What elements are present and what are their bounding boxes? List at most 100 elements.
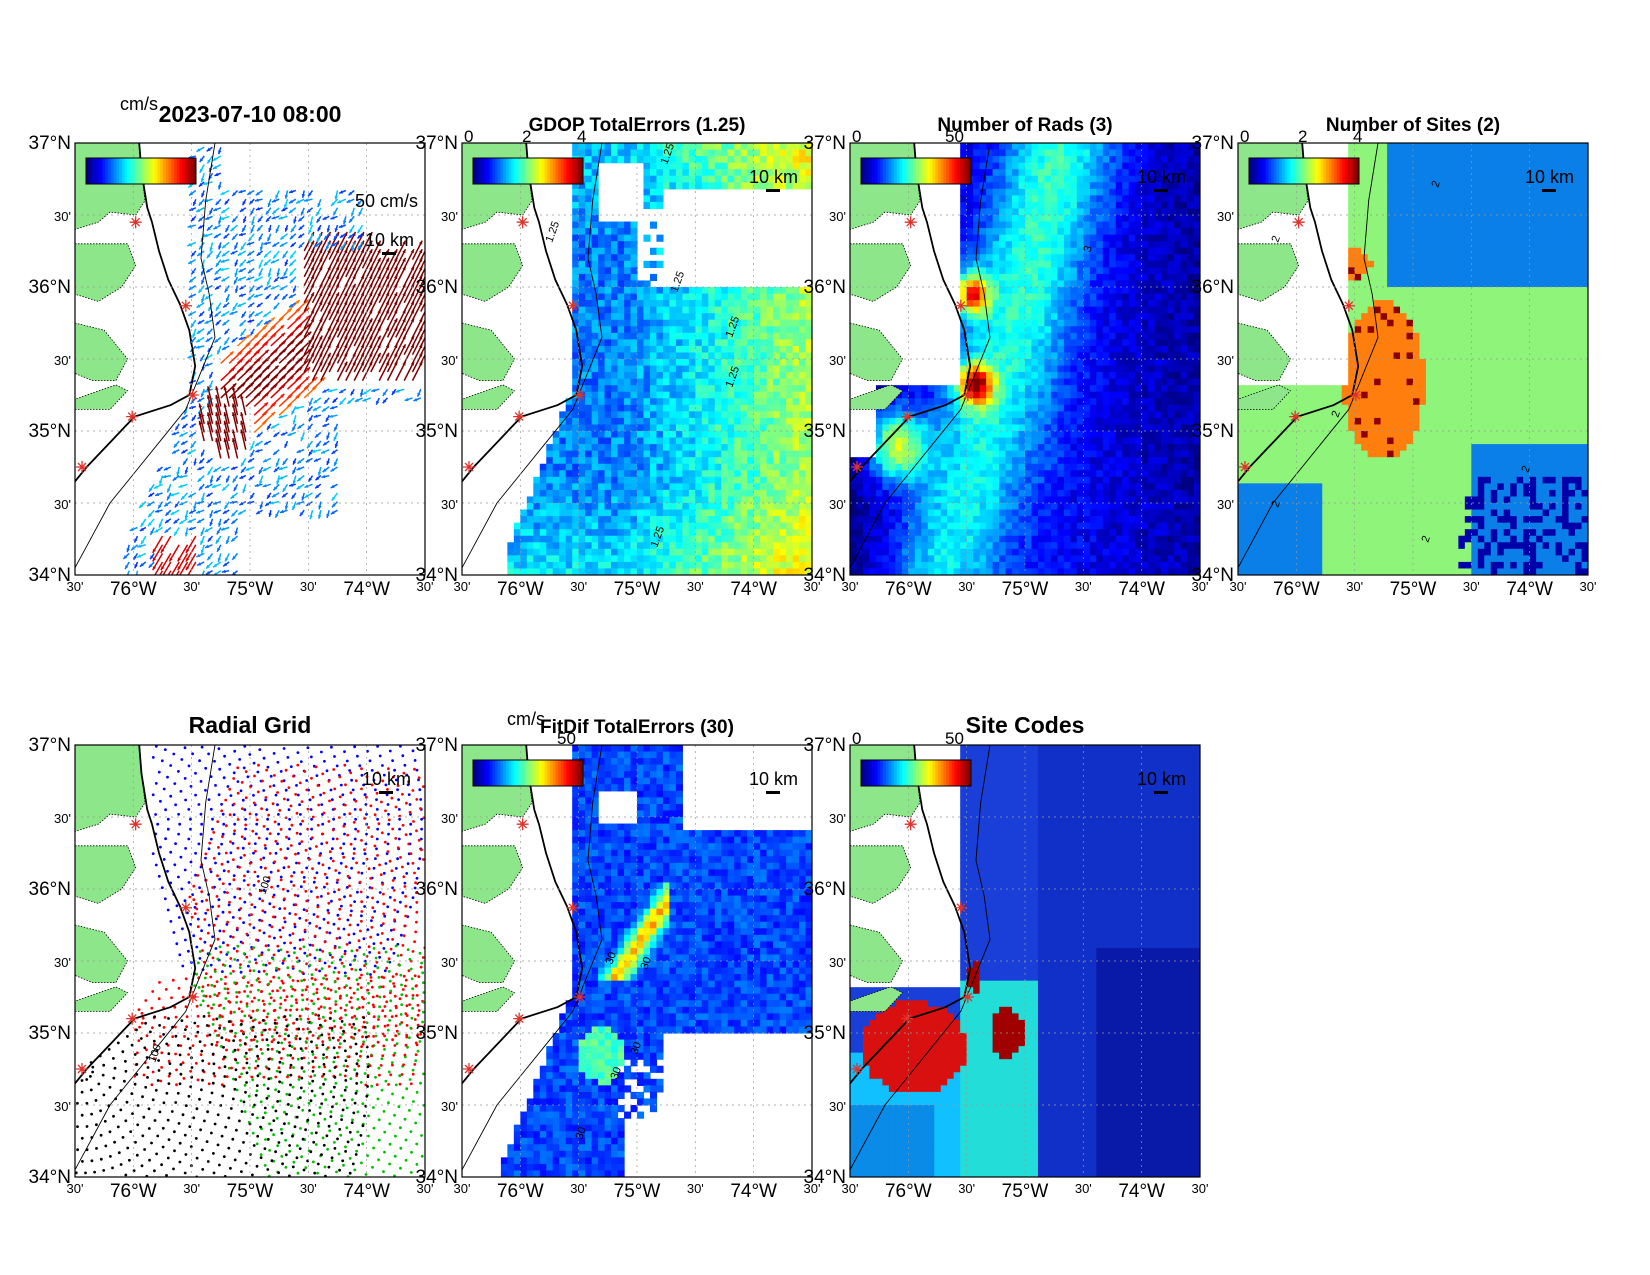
- vector-head: [234, 280, 238, 285]
- grid-cell: [526, 529, 534, 537]
- grid-cell: [637, 149, 645, 157]
- grid-cell: [572, 201, 580, 210]
- vector-head: [206, 459, 211, 463]
- vector-head: [296, 467, 301, 471]
- vector-head: [199, 312, 203, 317]
- vector-head: [256, 207, 260, 211]
- grid-cell: [966, 332, 974, 340]
- vector-head: [224, 340, 228, 345]
- grid-cell: [875, 522, 884, 530]
- grid-cell: [773, 398, 781, 406]
- grid-cell: [585, 332, 593, 340]
- grid-cell: [708, 156, 716, 164]
- grid-cell: [617, 332, 625, 340]
- grid-cell: [695, 516, 703, 524]
- grid-cell: [992, 188, 1000, 196]
- grid-cell: [786, 143, 794, 151]
- grid-cell: [740, 489, 748, 498]
- grid-cell: [973, 143, 981, 151]
- grid-cell: [973, 313, 981, 321]
- grid-cell: [578, 398, 586, 406]
- vector-head: [217, 557, 221, 562]
- vector-head: [207, 254, 211, 258]
- grid-cell: [624, 457, 632, 465]
- grid-cell: [888, 417, 896, 426]
- grid-cell: [682, 378, 690, 386]
- grid-cell: [747, 476, 755, 484]
- grid-cell: [766, 404, 774, 412]
- grid-cell: [624, 339, 632, 347]
- vector-head: [169, 583, 172, 587]
- grid-cell: [766, 489, 774, 498]
- grid-cell: [604, 522, 612, 530]
- grid-cell: [695, 411, 703, 419]
- grid-cell: [966, 398, 974, 406]
- vector-head: [225, 228, 229, 232]
- grid-cell: [701, 496, 709, 504]
- vector-head: [279, 286, 284, 290]
- grid-cell: [960, 293, 968, 301]
- grid-cell: [649, 568, 658, 575]
- grid-cell: [578, 234, 586, 242]
- vector-head: [197, 320, 202, 324]
- grid-cell: [649, 503, 658, 511]
- grid-cell: [773, 516, 781, 524]
- grid-cell: [753, 313, 761, 321]
- grid-cell: [637, 548, 645, 556]
- grid-cell: [927, 411, 935, 419]
- grid-cell: [966, 496, 974, 504]
- grid-cell: [979, 365, 987, 373]
- radar-site-icon: [76, 461, 88, 473]
- vector-head: [257, 227, 261, 232]
- grid-cell: [539, 463, 547, 471]
- grid-cell: [598, 149, 606, 157]
- grid-cell: [572, 247, 580, 255]
- grid-cell: [895, 509, 903, 517]
- grid-cell: [649, 391, 658, 399]
- grid-cell: [753, 306, 761, 314]
- grid-cell: [546, 535, 554, 543]
- grid-cell: [630, 287, 638, 295]
- grid-cell: [578, 431, 586, 439]
- grid-cell: [656, 313, 664, 321]
- grid-cell: [760, 345, 768, 354]
- grid-cell: [598, 156, 606, 164]
- vector-head: [259, 504, 263, 509]
- grid-cell: [708, 496, 716, 504]
- grid-cell: [662, 522, 671, 530]
- grid-cell: [649, 365, 658, 373]
- vector-head: [223, 420, 227, 425]
- grid-cell: [526, 542, 534, 550]
- grid-cell: [649, 221, 658, 229]
- grid-cell: [565, 522, 573, 530]
- colorbar: [85, 157, 197, 185]
- grid-cell: [766, 548, 774, 556]
- grid-cell: [701, 489, 709, 498]
- vector-head: [238, 189, 243, 194]
- grid-cell: [591, 280, 599, 288]
- grid-cell: [966, 247, 974, 255]
- grid-cell: [708, 182, 716, 190]
- grid-cell: [727, 162, 735, 170]
- vector-head: [189, 207, 194, 211]
- grid-cell: [979, 561, 987, 570]
- vector-head: [206, 269, 210, 273]
- grid-cell: [992, 254, 1000, 262]
- vector-head: [289, 189, 293, 194]
- vector-head: [306, 315, 310, 320]
- grid-cell: [760, 444, 768, 452]
- grid-cell: [669, 483, 677, 491]
- grid-cell: [649, 404, 658, 412]
- grid-cell: [753, 489, 761, 498]
- grid-cell: [792, 489, 800, 498]
- grid-cell: [598, 516, 606, 524]
- grid-cell: [934, 489, 942, 498]
- grid-cell: [598, 345, 606, 354]
- grid-cell: [721, 143, 729, 151]
- vector-head: [188, 494, 193, 498]
- grid-cell: [779, 345, 787, 354]
- grid-cell: [721, 182, 729, 190]
- grid-cell: [888, 404, 896, 412]
- grid-cell: [591, 555, 599, 563]
- vector-head: [201, 497, 205, 502]
